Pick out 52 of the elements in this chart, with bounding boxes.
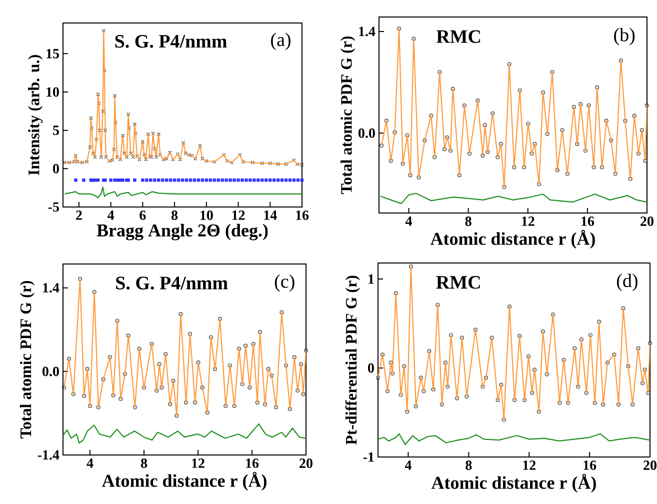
x-tick-label: 12 xyxy=(192,458,204,468)
x-axis-title: Atomic distance r (Å) xyxy=(102,472,266,491)
y-axis-title: Intensity (arb. u.) xyxy=(28,55,43,176)
x-tick-label: 4 xyxy=(405,216,412,226)
y-tick-label: -5 xyxy=(48,202,59,212)
x-tick-label: 14 xyxy=(264,210,277,220)
x-tick-label: 4 xyxy=(107,210,114,220)
annotation: (c) xyxy=(274,274,294,292)
x-tick-label: 12 xyxy=(523,460,536,470)
y-tick-label: 5 xyxy=(53,126,59,135)
y-tick-label: 1.4 xyxy=(43,283,60,293)
y-tick-label: 0.0 xyxy=(42,366,59,376)
y-tick-label: 0 xyxy=(53,164,59,174)
x-tick-label: 16 xyxy=(246,458,259,468)
x-tick-label: 4 xyxy=(404,460,412,470)
y-tick-label: 1 xyxy=(368,274,374,284)
annotation: (a) xyxy=(271,32,290,50)
x-tick-label: 8 xyxy=(466,460,472,470)
x-tick-label: 8 xyxy=(140,458,148,468)
x-tick-label: 16 xyxy=(584,460,596,470)
y-tick-label: 0.0 xyxy=(358,128,375,138)
x-tick-label: 16 xyxy=(582,216,594,226)
annotation: S. G. P4/nmm xyxy=(115,34,227,48)
y-tick-label: 15 xyxy=(46,48,59,58)
x-axis-title: Atomic distance r (Å) xyxy=(430,230,595,249)
x-tick-label: 12 xyxy=(522,216,534,226)
x-axis-title: Bragg Angle 2Θ (deg.) xyxy=(96,224,268,240)
annotation: (d) xyxy=(616,274,638,292)
y-tick-label: -1.4 xyxy=(38,450,60,460)
x-tick-label: 4 xyxy=(86,458,94,468)
y-axis-title: Total atomic PDF G (r) xyxy=(340,36,356,194)
annotation: RMC xyxy=(436,30,480,43)
annotation: (b) xyxy=(614,28,635,46)
x-tick-label: 20 xyxy=(644,460,656,470)
x-tick-label: 16 xyxy=(296,210,309,220)
y-tick-label: 1.4 xyxy=(359,26,376,36)
x-tick-label: 6 xyxy=(140,210,146,220)
x-tick-label: 8 xyxy=(172,210,178,220)
y-tick-label: 0 xyxy=(368,363,374,373)
annotation: S. G. P4/nmm xyxy=(116,276,228,290)
x-tick-label: 12 xyxy=(232,210,245,220)
y-tick-label: 10 xyxy=(46,87,59,97)
y-axis-title: Total atomic PDF G (r) xyxy=(20,280,34,438)
x-tick-label: 8 xyxy=(465,216,472,226)
x-tick-label: 2 xyxy=(76,210,82,220)
x-tick-label: 20 xyxy=(300,458,312,468)
x-tick-label: 10 xyxy=(200,210,213,220)
x-axis-title: Atomic distance r (Å) xyxy=(431,474,596,493)
x-tick-label: 20 xyxy=(640,216,654,226)
y-axis-title: Pt-differential PDF G (r) xyxy=(345,276,360,445)
annotation: RMC xyxy=(436,276,480,289)
y-tick-label: -1 xyxy=(363,452,374,462)
